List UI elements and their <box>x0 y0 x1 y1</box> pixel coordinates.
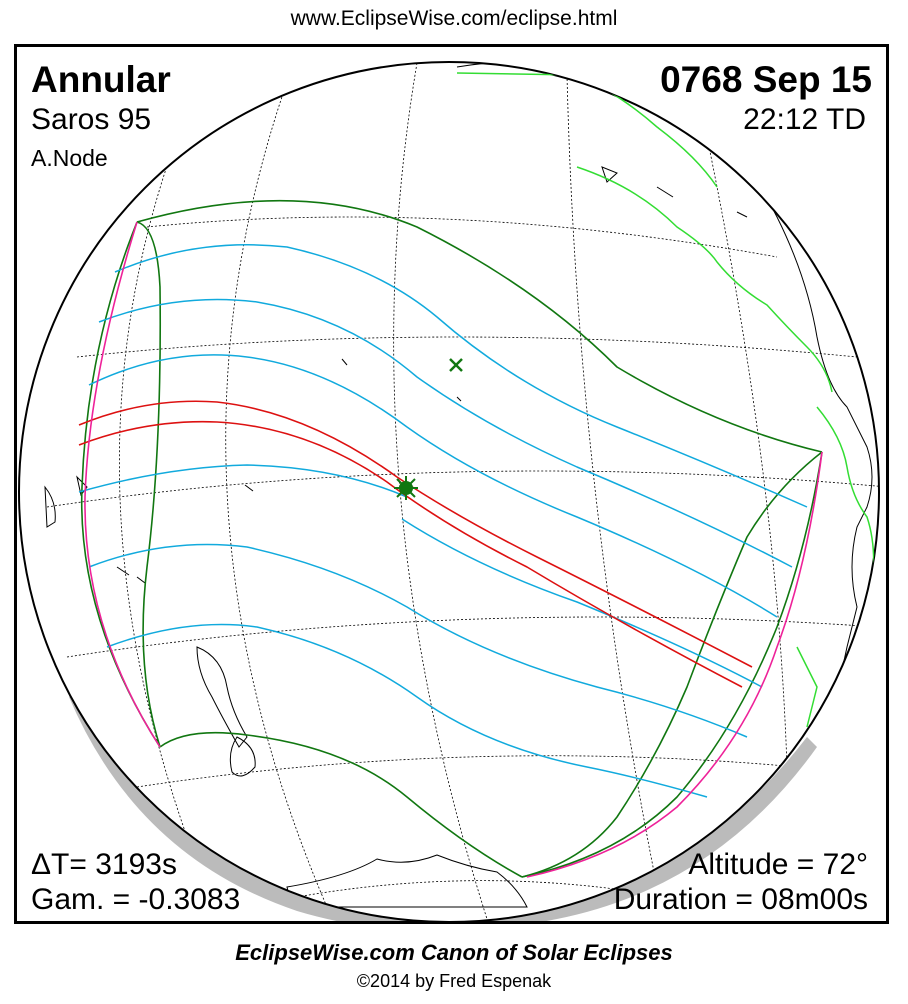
saros-number: Saros 95 <box>31 103 152 136</box>
canon-title: EclipseWise.com Canon of Solar Eclipses <box>235 940 673 965</box>
eclipse-time: 22:12 TD <box>743 103 866 136</box>
central-duration: Duration = 08m00s <box>613 883 868 916</box>
map-frame: Annular 0768 Sep 15 Saros 95 22:12 TD A.… <box>14 44 889 924</box>
subsolar-x-icon <box>449 358 463 372</box>
eclipse-type: Annular <box>31 59 171 100</box>
central-path <box>78 400 753 688</box>
greatest-eclipse-star-icon <box>394 476 418 500</box>
gamma-value: Gam. = -0.3083 <box>31 883 241 916</box>
lunar-node: A.Node <box>31 145 108 171</box>
globe-outline <box>18 61 880 921</box>
delta-t: ΔT= 3193s <box>31 848 177 881</box>
sunrise-sunset-curves <box>84 221 823 878</box>
magnitude-contours <box>78 244 808 798</box>
sun-altitude: Altitude = 72° <box>688 848 868 881</box>
eclipse-date: 0768 Sep 15 <box>660 59 872 100</box>
source-url: www.EclipseWise.com/eclipse.html <box>290 7 618 30</box>
eclipse-globe-map <box>18 61 880 921</box>
copyright-notice: ©2014 by Fred Espenak <box>356 971 552 991</box>
